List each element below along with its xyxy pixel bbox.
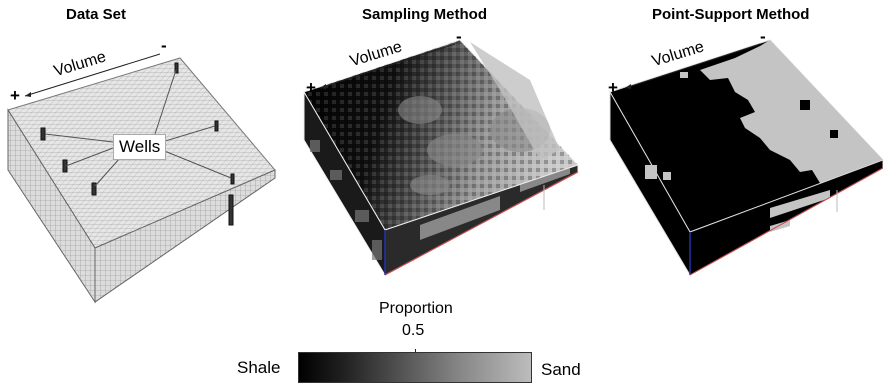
panel-title-data-set: Data Set (66, 6, 127, 23)
colorbar-right-label: Sand (541, 360, 581, 379)
colorbar-mid-value: 0.5 (402, 322, 425, 339)
volume-minus-2: - (456, 27, 462, 46)
volume-plus-1: + (10, 86, 20, 105)
volume-minus-1: - (161, 36, 167, 55)
colorbar-title: Proportion (379, 300, 453, 317)
colorbar-left-label: Shale (237, 358, 281, 377)
volume-minus-3: - (760, 27, 766, 46)
volume-plus-2: + (306, 78, 316, 97)
proportion-colorbar (298, 352, 532, 383)
well-pointer-lines (44, 69, 232, 187)
wells-label: Wells (113, 134, 167, 160)
point-support-sand-region (700, 40, 883, 183)
panel-title-point-support-method: Point-Support Method (652, 6, 810, 23)
panel-title-sampling-method: Sampling Method (362, 6, 487, 23)
volume-plus-3: + (608, 78, 618, 97)
